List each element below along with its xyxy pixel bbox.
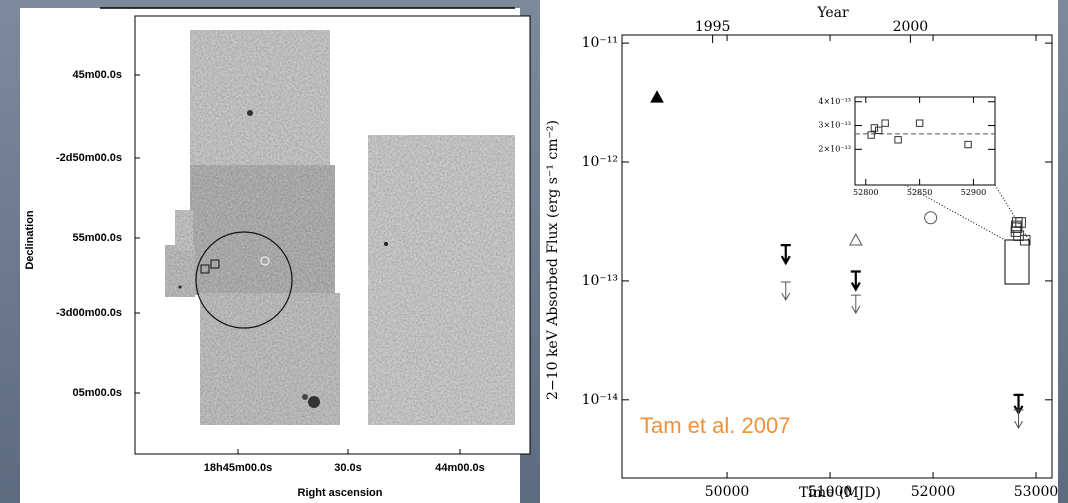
x-tick-label: 52800 xyxy=(853,188,878,197)
x-axis-label: Time (MJD) xyxy=(799,485,881,501)
y-tick-label: -3d00m00.0s xyxy=(56,307,122,319)
x-tick-label: 30.0s xyxy=(334,462,362,474)
x-tick-label: 52900 xyxy=(961,188,986,197)
region-box xyxy=(200,264,210,274)
square-marker xyxy=(1015,217,1026,228)
source xyxy=(384,242,388,246)
source xyxy=(247,110,253,116)
x-tick-label: 44m00.0s xyxy=(435,462,485,474)
triangle-marker xyxy=(650,90,664,103)
source xyxy=(178,285,182,289)
square-marker xyxy=(915,119,924,127)
inset-frame xyxy=(854,96,996,186)
square-marker xyxy=(874,126,883,134)
y-tick-label: 05m00.0s xyxy=(72,387,122,399)
y-tick-label: 10⁻¹³ xyxy=(582,273,618,289)
upper-limit xyxy=(850,270,861,292)
square-marker xyxy=(1019,234,1031,246)
plot: 50000 51000 52000 53000 1995 2000 10⁻¹¹ 10⁻¹² 10… xyxy=(582,19,1059,500)
y-tick-label: -2d50m00.0s xyxy=(56,152,122,164)
y-tick-label: 45m00.0s xyxy=(72,69,122,81)
annotation: Tam et al. 2007 xyxy=(640,413,790,438)
square-marker xyxy=(964,140,972,149)
square-marker xyxy=(867,131,875,139)
y-tick-label: 2×10⁻¹³ xyxy=(818,144,851,153)
y-tick-label: 10⁻¹¹ xyxy=(582,35,618,51)
x-tick-label: 53000 xyxy=(1014,484,1059,500)
square-marker xyxy=(870,124,879,132)
x-tick-label: 51000 xyxy=(808,484,853,500)
y-tick-label: 3×10⁻¹³ xyxy=(818,121,851,130)
right-panel xyxy=(540,0,1058,503)
region-box xyxy=(210,259,220,269)
region-circle xyxy=(195,231,293,329)
circle-marker xyxy=(924,211,938,225)
x-tick-label: 52000 xyxy=(911,484,956,500)
y-axis-label: 2−10 keV Absorbed Flux (erg s⁻¹ cm⁻²) xyxy=(545,120,561,400)
sky-image xyxy=(165,30,515,425)
x-axis-label: Right ascension xyxy=(298,487,383,499)
source xyxy=(302,394,308,400)
region-marker xyxy=(260,256,270,266)
x-tick-label: 50000 xyxy=(705,484,750,500)
upper-limit xyxy=(1013,409,1024,430)
x-tick-label: 52850 xyxy=(907,188,932,197)
plot-frame xyxy=(621,34,1053,479)
triangle-marker xyxy=(848,233,863,246)
x2-tick-label: 1995 xyxy=(695,19,731,35)
y-tick-label: 55m00.0s xyxy=(72,232,122,244)
source xyxy=(308,396,320,408)
upper-limit xyxy=(780,281,791,301)
y-tick-label: 10⁻¹² xyxy=(582,154,618,170)
y-tick-label: 10⁻¹⁴ xyxy=(582,392,619,408)
x2-axis-label: Year xyxy=(816,5,849,21)
y-tick-label: 4×10⁻¹³ xyxy=(818,97,851,106)
upper-limit xyxy=(780,244,791,266)
y-axis-label: Declination xyxy=(24,210,36,270)
zoom-box xyxy=(1004,239,1030,285)
square-marker xyxy=(894,136,902,144)
upper-limit xyxy=(850,294,861,315)
square-marker xyxy=(881,119,889,127)
x2-tick-label: 2000 xyxy=(893,19,929,35)
left-ticks: 45m00.0s -2d50m00.0s 55m00.0s -3d00m00.0s 05… xyxy=(56,69,485,474)
x-tick-label: 18h45m00.0s xyxy=(204,462,273,474)
zoom-link xyxy=(904,184,1006,241)
